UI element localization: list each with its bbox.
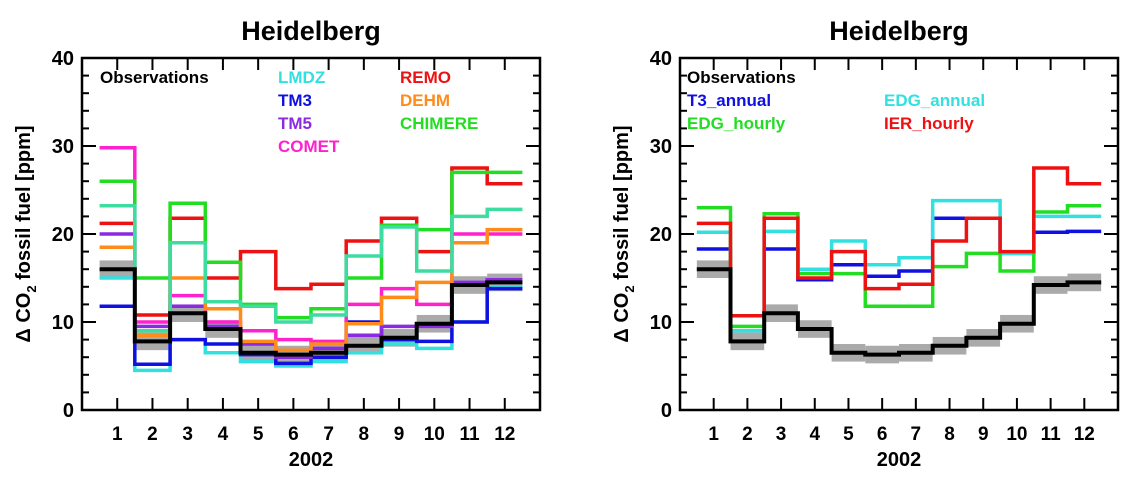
y-tick-label: 30 xyxy=(52,136,74,158)
x-tick-label: 10 xyxy=(424,424,445,445)
legend-entry-edg-hourly: EDG_hourly xyxy=(687,114,786,133)
x-tick-label: 5 xyxy=(843,424,854,445)
x-tick-label: 8 xyxy=(944,424,955,445)
x-tick-label: 12 xyxy=(494,424,515,445)
x-tick-label: 7 xyxy=(323,424,334,445)
x-tick-label: 4 xyxy=(218,424,229,445)
y-tick-label: 20 xyxy=(650,224,672,246)
y-tick-label: 20 xyxy=(52,224,74,246)
legend-entry-observations: Observations xyxy=(100,68,209,87)
x-tick-label: 9 xyxy=(394,424,405,445)
left-chart: 1 2 3 4 5 6 7 8 9 10 11 12010203040Heidelberg2002Δ … xyxy=(13,16,542,471)
legend-entry-dehm: DEHM xyxy=(400,91,450,110)
legend-entry-observations: Observations xyxy=(687,68,796,87)
x-tick-label: 3 xyxy=(182,424,193,445)
y-axis-label: Δ CO2 fossil fuel [ppm] xyxy=(611,125,637,342)
y-tick-label: 40 xyxy=(52,48,74,70)
plot-area xyxy=(696,166,1102,364)
x-tick-label: 5 xyxy=(253,424,264,445)
x-tick-label: 7 xyxy=(911,424,922,445)
legend-entry-t3-annual: T3_annual xyxy=(687,91,771,110)
series-observations xyxy=(696,267,1102,357)
y-axis-label: Δ CO2 fossil fuel [ppm] xyxy=(13,125,39,342)
x-tick-label: 11 xyxy=(1041,424,1062,445)
x-tick-label: 8 xyxy=(359,424,370,445)
x-tick-label: 9 xyxy=(978,424,989,445)
legend-entry-lmdz: LMDZ xyxy=(278,68,325,87)
x-tick-label: 12 xyxy=(1074,424,1095,445)
x-tick-label: 10 xyxy=(1006,424,1027,445)
legend-entry-remo: REMO xyxy=(400,68,451,87)
x-tick-label: 1 xyxy=(708,424,719,445)
y-tick-label: 0 xyxy=(661,400,672,422)
legend-entry-tm3: TM3 xyxy=(278,91,312,110)
plot-area xyxy=(99,146,523,373)
x-tick-label: 6 xyxy=(877,424,888,445)
right-chart: 1 2 3 4 5 6 7 8 9 10 11 12010203040Heidelberg2002Δ … xyxy=(611,16,1120,471)
legend: Observations LMDZ TM3 TM5 COMET REMO DEHM CHIME… xyxy=(100,68,478,156)
legend: Observations T3_annual EDG_hourly EDG_annua… xyxy=(687,68,985,133)
series-edg-annual xyxy=(696,198,1102,333)
y-tick-label: 0 xyxy=(63,400,74,422)
chart-title: Heidelberg xyxy=(241,16,381,46)
x-tick-label: 6 xyxy=(288,424,299,445)
x-tick-label: 1 xyxy=(112,424,123,445)
x-tick-label: 2 xyxy=(147,424,158,445)
legend-entry-tm5: TM5 xyxy=(278,114,312,133)
y-tick-label: 10 xyxy=(650,312,672,334)
series-tm3 xyxy=(99,286,523,366)
x-tick-label: 11 xyxy=(459,424,480,445)
legend-entry-chimere: CHIMERE xyxy=(400,114,478,133)
x-tick-label: 2 xyxy=(742,424,753,445)
series-ier-hourly xyxy=(696,166,1102,318)
y-tick-label: 40 xyxy=(650,48,672,70)
x-axis-label: 2002 xyxy=(877,449,922,471)
series-unlabeled-7 xyxy=(99,204,523,333)
legend-entry-comet: COMET xyxy=(278,137,340,156)
x-tick-label: 3 xyxy=(776,424,787,445)
y-tick-label: 10 xyxy=(52,312,74,334)
y-tick-label: 30 xyxy=(650,136,672,158)
series-chimere xyxy=(99,170,523,320)
legend-entry-edg-annual: EDG_annual xyxy=(884,91,985,110)
x-axis-label: 2002 xyxy=(289,449,334,471)
x-tick-label: 4 xyxy=(809,424,820,445)
legend-entry-ier-hourly: IER_hourly xyxy=(884,114,974,133)
chart-title: Heidelberg xyxy=(829,16,969,46)
series-observations xyxy=(99,267,523,357)
